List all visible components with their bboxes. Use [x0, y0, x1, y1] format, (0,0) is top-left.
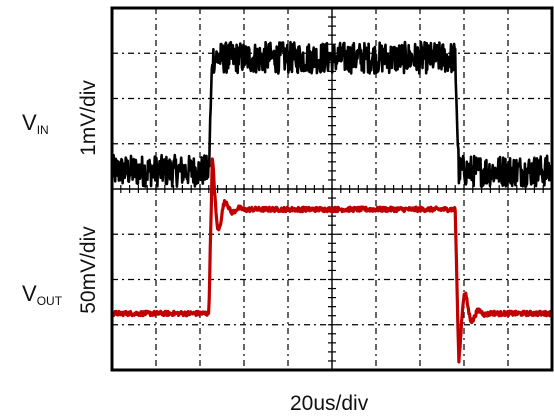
x-axis-label: 20us/div	[290, 392, 369, 415]
vin-label: VIN	[22, 110, 49, 137]
vout-prefix: V	[22, 281, 37, 306]
vin-prefix: V	[22, 110, 37, 135]
vout-trace	[110, 157, 554, 364]
vout-subscript: OUT	[36, 294, 63, 308]
vout-scale-label: 50mV/div	[77, 226, 100, 314]
plot-border	[110, 6, 554, 372]
vout-label: VOUT	[22, 281, 63, 308]
vin-trace	[110, 40, 554, 188]
vin-scale-label: 1mV/div	[77, 80, 100, 156]
vin-subscript: IN	[36, 123, 49, 137]
